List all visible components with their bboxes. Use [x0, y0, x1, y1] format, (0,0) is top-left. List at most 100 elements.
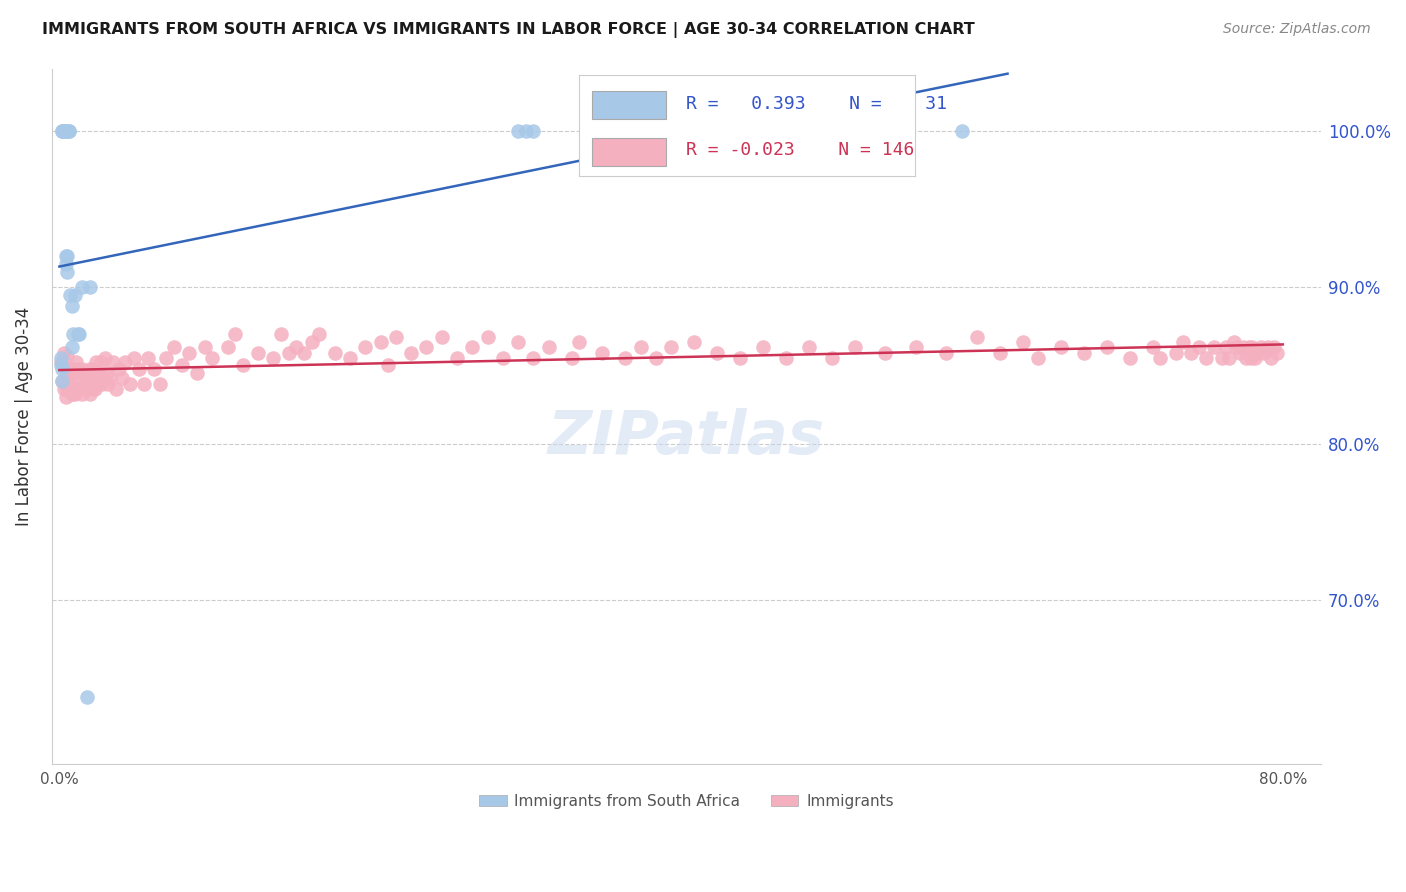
Point [55, 249, 77, 263]
Point [415, 340, 437, 354]
Point [111, 371, 134, 385]
Point [224, 327, 246, 342]
Point [56, 382, 79, 396]
Point [1257, 340, 1279, 354]
Point [614, 351, 637, 365]
Point [91, 377, 114, 392]
Point [537, 340, 560, 354]
Point [446, 351, 468, 365]
Point [59, 288, 82, 302]
Point [155, 351, 177, 365]
Point [51, 124, 73, 138]
Point [1195, 351, 1218, 365]
Point [51, 124, 73, 138]
Point [67, 327, 90, 342]
Point [430, 330, 453, 344]
Text: ZIPatlas: ZIPatlas [548, 408, 825, 467]
Point [53, 124, 76, 138]
Point [118, 377, 141, 392]
Point [644, 351, 666, 365]
Point [76, 690, 98, 704]
Point [69, 366, 91, 380]
Point [1073, 346, 1095, 360]
Point [66, 361, 89, 376]
Point [217, 340, 239, 354]
Point [875, 346, 897, 360]
Point [1050, 340, 1073, 354]
Point [263, 351, 285, 365]
Point [62, 382, 84, 396]
Point [591, 346, 613, 360]
Point [1211, 351, 1233, 365]
Point [522, 351, 544, 365]
Point [136, 351, 159, 365]
Point [86, 377, 108, 392]
Point [77, 371, 100, 385]
Point [950, 124, 973, 138]
Point [515, 124, 537, 138]
Point [79, 386, 101, 401]
Point [53, 124, 76, 138]
Point [1095, 340, 1118, 354]
Point [60, 340, 83, 354]
Point [1247, 346, 1270, 360]
Point [60, 299, 83, 313]
Point [60, 386, 83, 401]
Point [1237, 340, 1260, 354]
Point [75, 366, 97, 380]
Point [1119, 351, 1142, 365]
Point [904, 340, 927, 354]
Point [308, 327, 330, 342]
Point [60, 366, 83, 380]
Point [79, 361, 101, 376]
Point [62, 327, 84, 342]
Point [492, 351, 515, 365]
Point [55, 257, 77, 271]
Point [124, 351, 146, 365]
Point [285, 340, 308, 354]
Point [1142, 340, 1164, 354]
Point [53, 346, 76, 360]
Point [179, 346, 201, 360]
Legend: Immigrants from South Africa, Immigrants: Immigrants from South Africa, Immigrants [472, 788, 900, 815]
Point [108, 361, 131, 376]
Y-axis label: In Labor Force | Age 30-34: In Labor Force | Age 30-34 [15, 307, 32, 525]
Point [1241, 340, 1264, 354]
Point [58, 124, 80, 138]
Point [844, 340, 866, 354]
Point [49, 359, 72, 373]
Point [568, 334, 591, 349]
Point [966, 330, 988, 344]
Point [55, 361, 77, 376]
Point [323, 346, 346, 360]
Point [58, 361, 80, 376]
Point [56, 265, 79, 279]
Point [128, 361, 150, 376]
Point [1202, 340, 1225, 354]
Point [270, 327, 292, 342]
Point [508, 124, 530, 138]
Point [1265, 346, 1288, 360]
Point [752, 340, 775, 354]
Point [1180, 346, 1202, 360]
Point [97, 377, 120, 392]
Point [1226, 340, 1249, 354]
Point [66, 382, 89, 396]
Point [1173, 334, 1195, 349]
Point [477, 330, 499, 344]
Point [277, 346, 299, 360]
Point [49, 355, 72, 369]
Point [149, 377, 172, 392]
Point [201, 351, 224, 365]
Point [728, 351, 751, 365]
Point [775, 351, 797, 365]
Point [58, 124, 80, 138]
Point [82, 382, 104, 396]
Point [292, 346, 315, 360]
Text: IMMIGRANTS FROM SOUTH AFRICA VS IMMIGRANTS IN LABOR FORCE | AGE 30-34 CORRELATIO: IMMIGRANTS FROM SOUTH AFRICA VS IMMIGRAN… [42, 22, 974, 38]
Point [1164, 346, 1187, 360]
Point [93, 371, 115, 385]
Point [53, 382, 76, 396]
Point [82, 361, 104, 376]
Point [59, 377, 82, 392]
